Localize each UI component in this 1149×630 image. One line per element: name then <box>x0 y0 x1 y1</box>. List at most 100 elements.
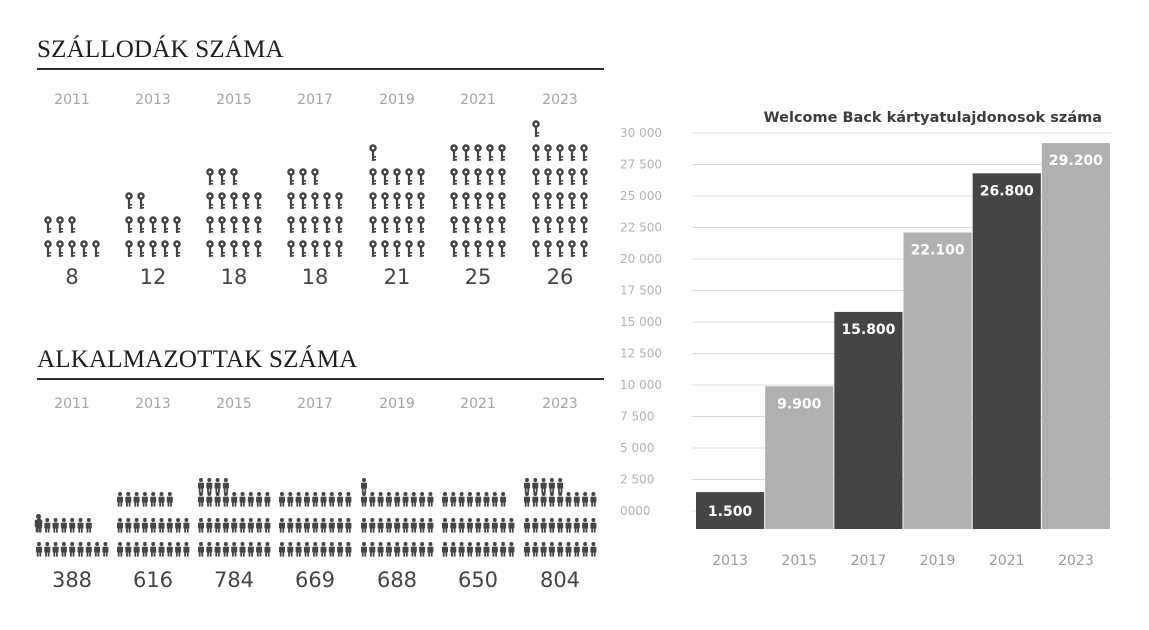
key-icon <box>323 240 331 257</box>
key-icon <box>68 240 76 257</box>
person-icon <box>102 542 109 557</box>
person-icon <box>540 492 547 507</box>
employees-value-label: 784 <box>213 568 255 592</box>
employees-title-rule <box>37 378 604 380</box>
person-icon <box>385 542 392 557</box>
key-icon <box>161 216 169 233</box>
key-icon <box>218 216 226 233</box>
key-icon <box>568 144 576 161</box>
y-tick-label: 25 000 <box>620 189 662 203</box>
person-icon <box>52 542 59 557</box>
person-icon <box>312 542 319 557</box>
person-icon <box>44 518 51 533</box>
cardholders-bar-chart: Welcome Back kártyatulajdonosok száma 000… <box>620 110 1111 569</box>
x-tick-label: 2019 <box>920 553 956 569</box>
person-icon <box>125 542 132 557</box>
key-icon <box>242 192 250 209</box>
bar <box>834 311 903 529</box>
hotels-value-label: 18 <box>220 265 248 289</box>
person-icon <box>524 478 530 493</box>
person-icon <box>239 492 246 507</box>
key-icon <box>369 240 377 257</box>
person-icon <box>345 542 352 557</box>
key-icon <box>568 216 576 233</box>
key-icon <box>417 192 425 209</box>
person-icon <box>231 518 238 533</box>
key-icon <box>311 216 319 233</box>
key-icon <box>498 144 506 161</box>
key-icon <box>173 216 181 233</box>
key-icon <box>417 168 425 185</box>
person-icon <box>44 542 51 557</box>
person-icon <box>557 492 564 507</box>
person-icon <box>320 542 327 557</box>
person-icon <box>361 518 367 533</box>
person-icon <box>369 518 376 533</box>
person-icon <box>500 492 507 507</box>
key-icon <box>92 240 100 257</box>
key-icon <box>474 240 482 257</box>
y-tick-label: 10 000 <box>620 378 662 392</box>
person-icon <box>231 542 238 557</box>
person-icon <box>458 518 465 533</box>
key-icon <box>532 192 540 209</box>
key-icon <box>68 216 76 233</box>
person-icon <box>419 542 426 557</box>
key-icon <box>486 216 494 233</box>
person-icon <box>385 492 392 507</box>
person-icon <box>427 518 434 533</box>
person-icon <box>295 542 302 557</box>
key-icon <box>206 168 214 185</box>
person-icon <box>150 492 157 507</box>
key-icon <box>299 216 307 233</box>
key-icon <box>486 144 494 161</box>
key-icon <box>137 216 145 233</box>
person-icon <box>303 542 310 557</box>
key-icon <box>544 216 552 233</box>
person-icon <box>419 518 426 533</box>
person-icon <box>532 478 539 493</box>
key-icon <box>544 192 552 209</box>
key-icon <box>556 168 564 185</box>
key-icon <box>462 168 470 185</box>
employees-value-label: 616 <box>132 568 174 592</box>
key-icon <box>450 144 458 161</box>
person-icon <box>337 518 344 533</box>
person-icon <box>295 518 302 533</box>
person-icon <box>256 518 263 533</box>
key-icon <box>149 216 157 233</box>
person-icon <box>60 518 67 533</box>
bar <box>696 492 765 529</box>
key-icon <box>311 192 319 209</box>
key-icon <box>556 192 564 209</box>
hotels-year-label: 2017 <box>297 92 333 108</box>
hotels-value-label: 18 <box>301 265 329 289</box>
person-icon <box>239 518 246 533</box>
person-icon <box>565 518 572 533</box>
key-icon <box>474 144 482 161</box>
bar-value-label: 9.900 <box>777 396 822 412</box>
key-icon <box>486 240 494 257</box>
bar-value-label: 1.500 <box>708 504 753 520</box>
key-icon <box>287 240 295 257</box>
key-icon <box>568 240 576 257</box>
employees-year-label: 2023 <box>542 396 578 412</box>
hotels-title: SZÁLLODÁK SZÁMA <box>37 36 284 63</box>
person-icon <box>450 518 457 533</box>
person-icon <box>500 518 507 533</box>
person-icon <box>548 542 555 557</box>
y-tick-label: 30 000 <box>620 126 662 140</box>
person-icon <box>247 542 254 557</box>
person-icon <box>320 518 327 533</box>
person-icon <box>206 492 213 507</box>
person-icon <box>264 492 271 507</box>
employees-person-group <box>442 492 515 557</box>
key-icon <box>218 168 226 185</box>
key-icon <box>125 216 133 233</box>
key-icon <box>230 168 238 185</box>
bar-value-label: 22.100 <box>911 243 965 259</box>
person-icon <box>557 518 564 533</box>
person-icon <box>582 492 589 507</box>
key-icon <box>369 168 377 185</box>
key-icon <box>393 240 401 257</box>
